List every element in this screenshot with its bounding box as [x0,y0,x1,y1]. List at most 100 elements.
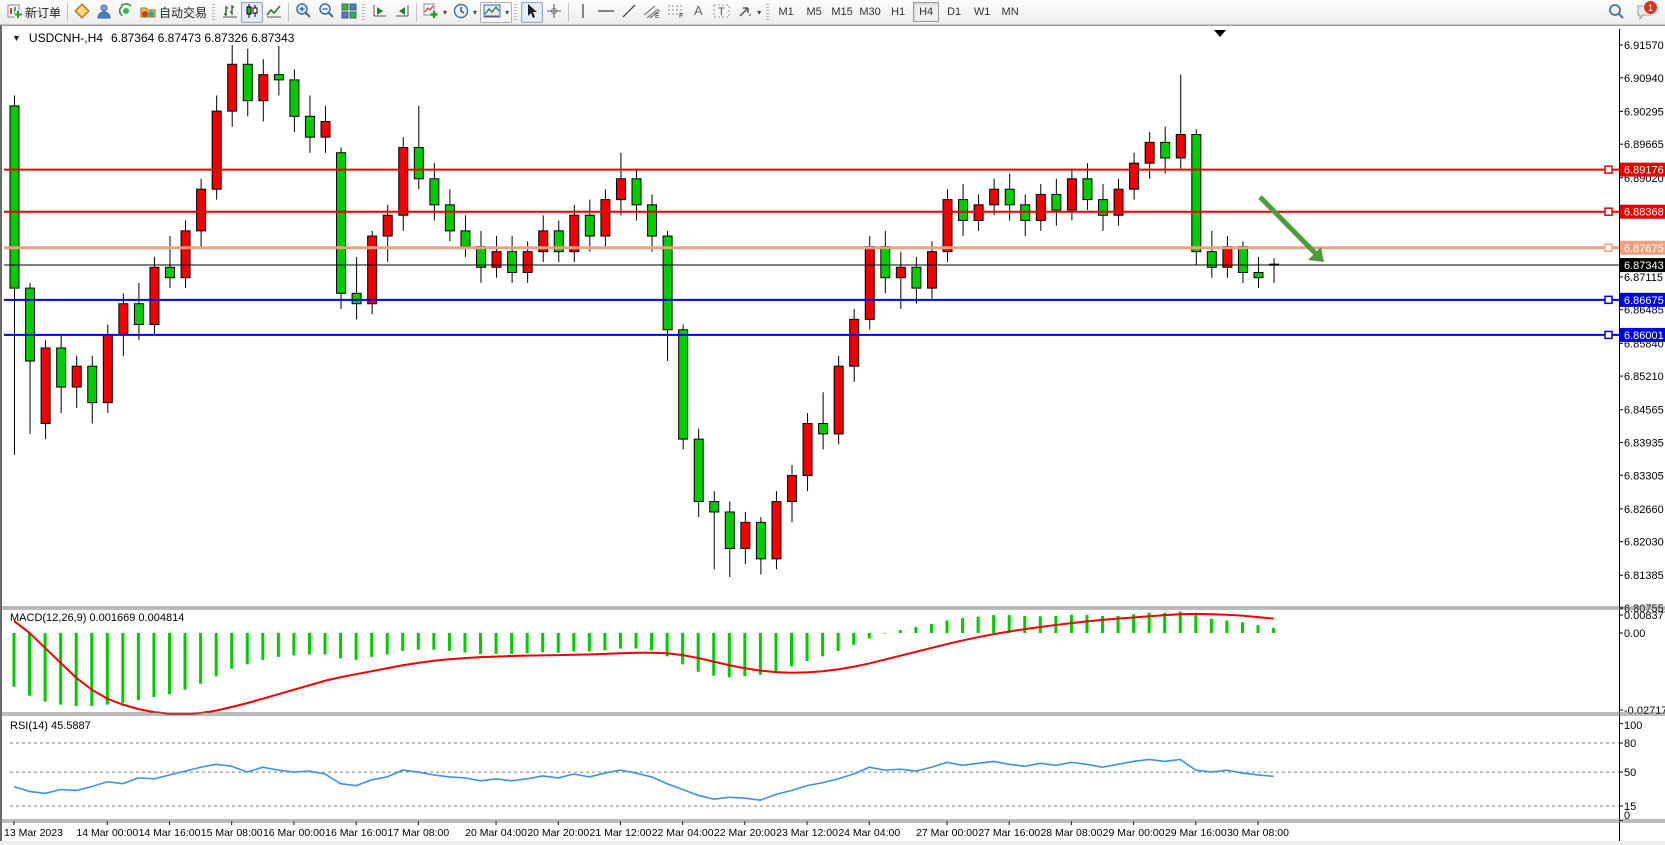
timeframe-h4[interactable]: H4 [913,2,940,22]
search-icon[interactable] [1607,2,1625,23]
price-badge [1620,204,1665,219]
price-badge-text: 6.87675 [1624,243,1664,255]
time-tick-label: 15 Mar 08:00 [201,827,263,839]
price-tick-label: 6.83305 [1624,470,1664,482]
hline-anchor[interactable] [1604,295,1613,305]
profile-previous-button[interactable] [369,2,391,23]
clock-icon [453,3,469,22]
candle-body [102,334,113,404]
toolbar-grip[interactable] [514,4,518,20]
candle-body [165,266,175,279]
hline-anchor[interactable] [1604,243,1613,253]
auto-trading-button[interactable]: 自动交易 [137,2,210,23]
candle-body [149,266,160,326]
rsi-tick-label: 15 [1624,801,1636,813]
data-window-button[interactable] [93,2,115,23]
rsi-tick-label: 100 [1624,720,1642,732]
cursor-button[interactable] [521,1,544,23]
separator [288,3,290,21]
timeframe-m15[interactable]: M15 [831,6,853,18]
rsi-line [13,758,1274,801]
time-tick-label: 16 Mar 00:00 [263,827,325,839]
candle-body [600,199,611,237]
dropdown-arrow-icon: ▾ [757,7,762,17]
auto-trading-label: 自动交易 [159,5,208,20]
chart-shift-marker [1214,30,1226,37]
candlestick-chart-button[interactable] [241,1,264,23]
svg-text:E: E [655,13,660,19]
profile-next-button[interactable] [391,2,413,23]
candle-body [942,199,953,253]
line-chart-button[interactable] [263,2,285,23]
rsi-tick-label: 0 [1624,810,1630,822]
template-icon [483,4,501,21]
cursor-icon [525,3,539,22]
price-tick-label: 6.82660 [1624,504,1664,516]
candle-body [476,245,486,268]
trendline-button[interactable] [618,2,640,23]
candle-body [429,178,440,206]
trend-arrow[interactable] [1258,195,1320,258]
toolbar-grip[interactable] [362,4,366,20]
time-tick-label: 24 Mar 04:00 [838,827,900,839]
price-badge [1620,292,1665,307]
timeframe-m5[interactable]: M5 [806,6,822,18]
time-tick-label: 29 Mar 00:00 [1103,827,1165,839]
tile-windows-button[interactable] [338,2,360,23]
time-tick-label: 28 Mar 08:00 [1040,827,1102,839]
equidistant-channel-button[interactable]: E [640,2,664,23]
trendline-icon [621,3,637,22]
crosshair-button[interactable] [543,2,565,23]
hline-anchor[interactable] [1604,165,1613,174]
candle-body [336,152,347,294]
timeframe-m30[interactable]: M30 [859,6,881,18]
one-click-trading-toggle[interactable]: ▼ [12,33,21,43]
text-button[interactable]: A [688,2,710,23]
chart-arrow-right-icon [394,3,410,22]
hline-anchor[interactable] [1604,207,1613,216]
timeframe-h1[interactable]: H1 [891,6,906,18]
arrows-button[interactable]: ▾ [734,2,764,23]
add-indicator-button[interactable]: ▾ [420,2,450,23]
svg-text:T: T [718,6,725,18]
timeframe-m1[interactable]: M1 [778,6,794,18]
candle-body [1035,193,1046,221]
candle-body [647,204,658,237]
hline-anchor[interactable] [1604,330,1613,340]
toolbar-grip[interactable] [212,4,216,20]
separator [416,3,418,21]
candle-body [553,230,564,253]
new-order-button[interactable]: 新订单 [4,2,64,23]
toolbar-grip[interactable] [766,4,770,20]
fibonacci-button[interactable]: F [664,2,688,23]
time-axis[interactable]: 13 Mar 2023 14 Mar 00:00 14 Mar 16:00 15 Ma… [4,821,1289,839]
bar-chart-button[interactable] [219,2,241,23]
timeframe-w1[interactable]: W1 [973,6,991,18]
chart-canvas[interactable]: 6.915706.909406.902956.896656.890206.871… [2,26,1665,845]
macd-tick-label: -0.027172 [1624,705,1665,717]
template-button[interactable]: ▾ [480,1,513,23]
price-badge-text: 6.89176 [1624,165,1664,177]
candle-body [1222,245,1233,268]
text-label-button[interactable]: T [710,2,734,23]
gold-diamond-icon [74,2,90,22]
zoom-in-button[interactable] [292,2,315,23]
navigator-button[interactable] [115,2,137,23]
zoom-out-button[interactable] [315,2,338,23]
period-button[interactable]: ▾ [450,2,480,23]
candle-body [367,235,378,305]
vertical-line-icon [577,3,589,22]
timeframe-d1[interactable]: D1 [947,6,962,18]
price-tick-label: 6.90940 [1624,73,1664,85]
market-watch-button[interactable] [71,2,93,23]
timeframe-mn[interactable]: MN [1001,6,1019,18]
fibonacci-icon: F [667,3,685,22]
candle-body [989,188,1000,206]
candle-body [787,475,797,503]
candle-body [133,303,144,326]
horizontal-line-button[interactable] [594,2,618,23]
separator [568,3,570,21]
notifications-button[interactable]: 1 [1633,0,1658,23]
vertical-line-button[interactable] [572,2,594,23]
price-tick-label: 6.91570 [1624,40,1664,52]
